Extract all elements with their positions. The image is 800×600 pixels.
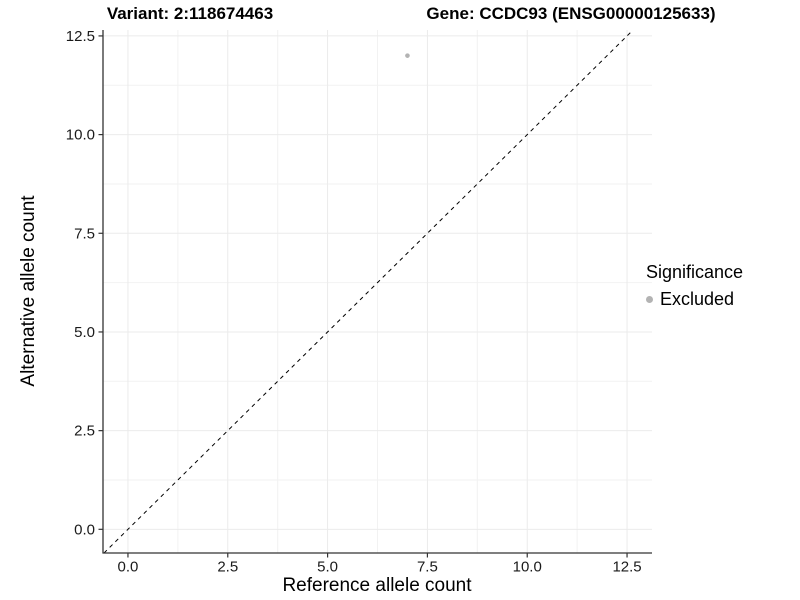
legend-item-label: Excluded	[660, 289, 735, 309]
y-tick-label: 0.0	[74, 521, 95, 538]
y-axis-title: Alternative allele count	[18, 195, 39, 387]
x-tick-label: 5.0	[317, 559, 338, 576]
variant-title: Variant: 2:118674463	[106, 4, 274, 23]
identity-line	[103, 29, 634, 554]
data-point	[405, 53, 410, 58]
x-axis-title: Reference allele count	[282, 575, 472, 596]
x-tick-label: 0.0	[118, 559, 139, 576]
y-tick-label: 5.0	[74, 324, 95, 341]
y-tick-label: 2.5	[74, 423, 95, 440]
x-tick-label: 12.5	[612, 559, 641, 576]
gene-title: Gene: CCDC93 (ENSG00000125633)	[426, 4, 716, 23]
legend-title: Significance	[646, 262, 744, 282]
y-tick-label: 7.5	[74, 225, 95, 242]
x-tick-label: 10.0	[513, 559, 542, 576]
y-tick-label: 10.0	[66, 127, 95, 144]
x-tick-label: 2.5	[217, 559, 238, 576]
legend-item-excluded: Excluded	[646, 289, 743, 310]
x-tick-label: 7.5	[417, 559, 438, 576]
legend: Significance Excluded	[646, 262, 743, 310]
y-tick-label: 12.5	[66, 28, 95, 45]
excluded-point-icon	[646, 296, 653, 303]
